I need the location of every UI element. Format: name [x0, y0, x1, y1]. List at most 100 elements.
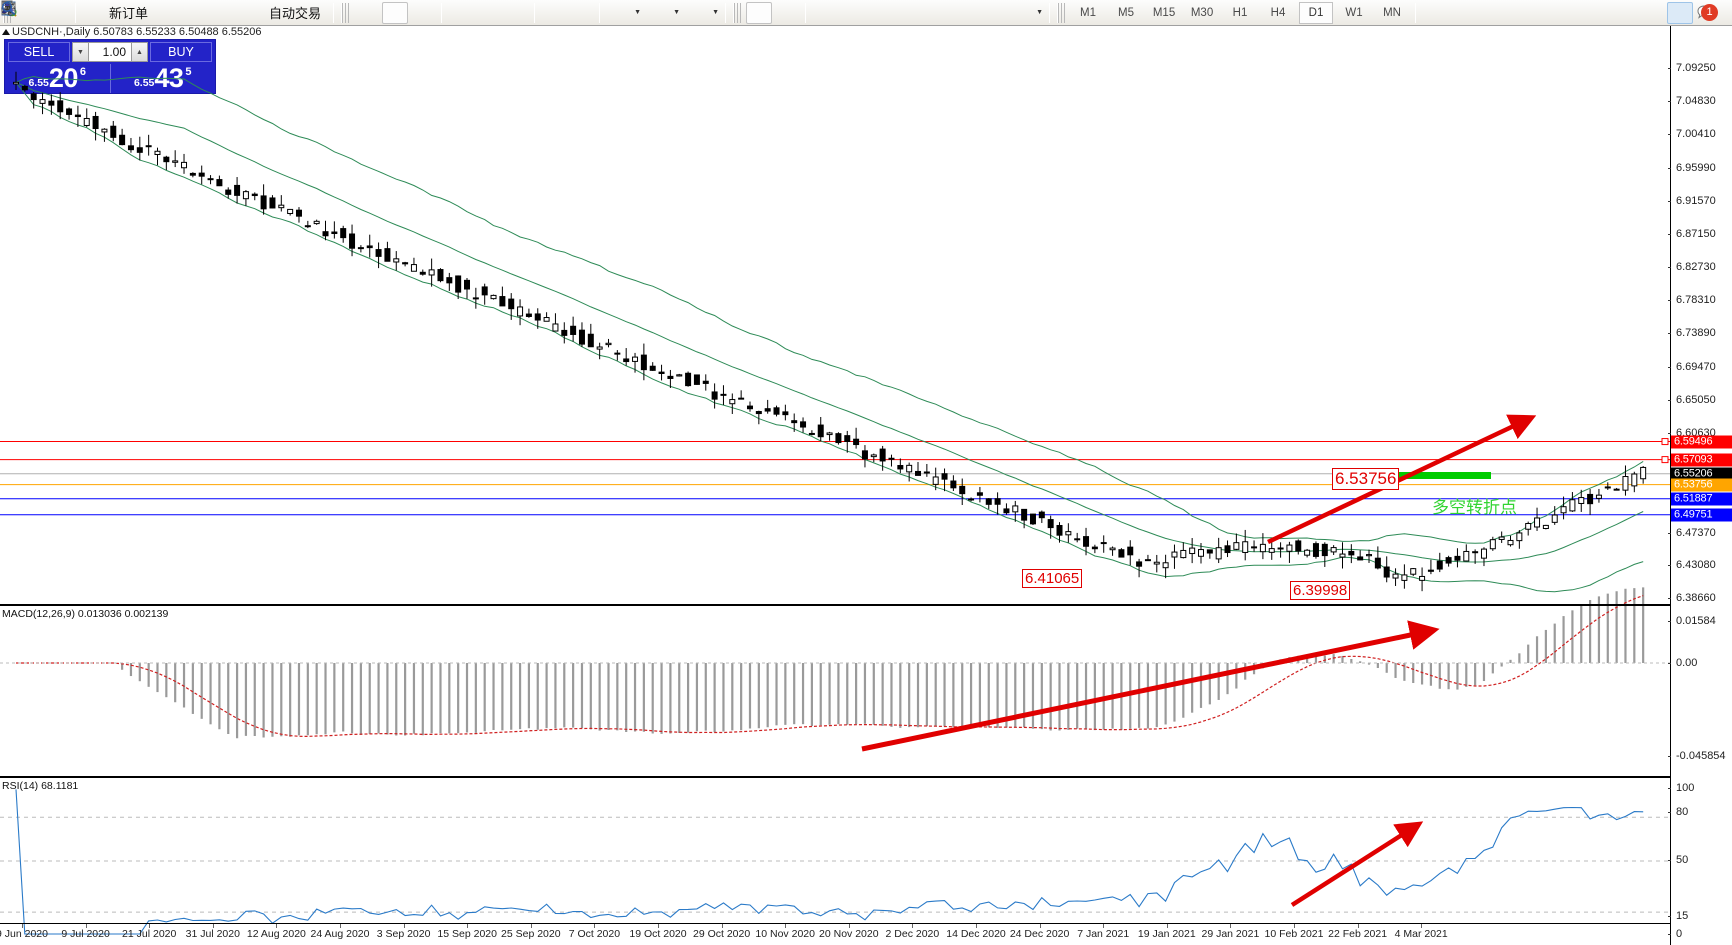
- annotation-turning-point[interactable]: 多空转折点: [1432, 498, 1517, 518]
- candle-body: [1268, 548, 1275, 553]
- annotation-low-2[interactable]: 6.39998: [1290, 581, 1351, 600]
- timeframe-mn[interactable]: MN: [1383, 6, 1401, 19]
- trendline-icon[interactable]: [2, 2, 893, 24]
- toolbar-grip-2[interactable]: [341, 2, 351, 23]
- candle-body: [357, 247, 364, 250]
- timeframe-h4[interactable]: H4: [1270, 6, 1286, 19]
- collapse-triangle-icon[interactable]: [2, 29, 10, 35]
- price-axis[interactable]: 7.09250 7.04830 7.00410 6.95990 6.91570 6.871…: [1668, 26, 1732, 945]
- cursor-icon[interactable]: [5, 1, 773, 24]
- candle-body: [561, 329, 568, 336]
- toolbar-separator-4: [534, 2, 536, 23]
- volume-decrease-button[interactable]: ▼: [72, 42, 89, 62]
- timeframe-h1[interactable]: H1: [1232, 6, 1248, 19]
- green-zone-marker[interactable]: [1398, 472, 1491, 479]
- strategy-tester-icon[interactable]: [1, 2, 183, 24]
- price-tick: [1668, 333, 1671, 335]
- candle-body: [782, 411, 789, 416]
- notifications-icon[interactable]: 1: [1695, 2, 1725, 24]
- search-icon[interactable]: [1, 1, 1693, 24]
- candle-body: [702, 380, 709, 384]
- indicators-icon[interactable]: [1, 1, 631, 24]
- text-label-icon[interactable]: T: [2, 2, 1005, 24]
- crosshair-icon[interactable]: [2, 2, 800, 24]
- timeframe-m5[interactable]: M5: [1118, 6, 1135, 19]
- candle-body: [755, 411, 762, 415]
- candle-body: [800, 421, 807, 428]
- data-window-icon[interactable]: [2, 1, 211, 24]
- text-icon[interactable]: A: [4, 1, 977, 24]
- vertical-line-icon[interactable]: [7, 2, 837, 24]
- rsi-tick-label: 50: [1676, 854, 1689, 866]
- buy-button[interactable]: BUY: [150, 42, 212, 62]
- candle-body: [1569, 499, 1576, 512]
- candle-body: [888, 457, 895, 460]
- macd-trend-arrow[interactable]: [861, 620, 1440, 752]
- terminal-icon[interactable]: [1, 1, 42, 24]
- toolbar-grip-3[interactable]: [733, 2, 743, 23]
- candle-body: [915, 470, 922, 476]
- price-level-tag[interactable]: 6.59496: [1671, 435, 1732, 449]
- date-tick-label: 31 Jul 2020: [185, 928, 240, 940]
- timeframe-m30[interactable]: M30: [1190, 6, 1214, 19]
- ask-price[interactable]: 6.55 43 5: [111, 64, 216, 93]
- chart-shift-icon[interactable]: [2, 2, 566, 24]
- templates-icon[interactable]: [1, 2, 709, 24]
- bid-price[interactable]: 6.55 20 6: [5, 64, 111, 93]
- timeframe-m15[interactable]: M15: [1152, 6, 1176, 19]
- auto-trading-icon[interactable]: [2, 2, 267, 24]
- price-level-tag[interactable]: 6.55206: [1671, 467, 1732, 481]
- line-chart-icon[interactable]: [2, 2, 436, 24]
- candle-body: [649, 365, 656, 371]
- price-line-handle[interactable]: [1661, 438, 1669, 446]
- one-click-trading-panel[interactable]: SELL ▼ 1.00 ▲ BUY 6.55 20 6 6.55 43 5: [4, 39, 216, 94]
- volume-increase-button[interactable]: ▲: [131, 42, 148, 62]
- sell-button[interactable]: SELL: [8, 42, 70, 62]
- toolbar-grip-4[interactable]: [1057, 2, 1067, 23]
- candlestick-chart-icon[interactable]: [2, 1, 409, 24]
- templates-dropdown-arrow[interactable]: ▼: [712, 9, 719, 16]
- price-line-handle[interactable]: [1661, 456, 1669, 464]
- annotation-low-1[interactable]: 6.41065: [1022, 569, 1083, 588]
- volume-stepper[interactable]: ▼ 1.00 ▲: [72, 42, 148, 62]
- auto-scroll-icon[interactable]: [2, 2, 594, 24]
- toolbar-right-group: 1: [1, 1, 1732, 24]
- horizontal-line-icon[interactable]: [2, 2, 865, 24]
- arrows-icon[interactable]: [2, 2, 1033, 24]
- tile-windows-icon[interactable]: [1, 2, 529, 24]
- period-dropdown-arrow[interactable]: ▼: [673, 9, 680, 16]
- time-axis[interactable]: 9 Jun 2020 9 Jul 2020 21 Jul 2020 31 Jul 20…: [0, 923, 1670, 945]
- fibonacci-icon[interactable]: F: [2, 2, 949, 24]
- timeframe-d1[interactable]: D1: [1299, 1, 1334, 24]
- candle-body: [994, 498, 1001, 505]
- timeframe-m1[interactable]: M1: [1080, 6, 1097, 19]
- price-tick-label: 7.04830: [1676, 95, 1716, 108]
- chart-area[interactable]: USDCNH·,Daily 6.50783 6.55233 6.50488 6.…: [0, 26, 1732, 945]
- price-level-tag[interactable]: 6.57093: [1671, 453, 1732, 467]
- annotation-pivot[interactable]: 6.53756: [1332, 468, 1400, 490]
- zoom-out-icon[interactable]: [1, 1, 501, 24]
- new-order-label[interactable]: 新订单: [109, 6, 149, 21]
- market-watch-icon[interactable]: [1, 1, 70, 24]
- timeframe-w1[interactable]: W1: [1345, 6, 1363, 19]
- zoom-in-icon[interactable]: [1, 1, 473, 24]
- period-clock-icon[interactable]: [1, 1, 670, 24]
- volume-input[interactable]: 1.00: [89, 42, 131, 62]
- bar-chart-icon[interactable]: [2, 2, 380, 24]
- arrows-dropdown-arrow[interactable]: ▼: [1036, 9, 1043, 16]
- candle-body: [1100, 542, 1107, 545]
- price-level-tag[interactable]: 6.51887: [1671, 492, 1732, 506]
- signals-icon[interactable]: [1, 1, 239, 24]
- indicators-dropdown-arrow[interactable]: ▼: [634, 9, 641, 16]
- new-order-icon[interactable]: [1, 0, 107, 24]
- rsi-trend-arrow[interactable]: [1290, 821, 1424, 907]
- price-level-tag[interactable]: 6.49751: [1671, 508, 1732, 522]
- toolbar-separator: [75, 2, 76, 23]
- candle-body: [764, 408, 771, 412]
- auto-trading-label[interactable]: 自动交易: [269, 6, 322, 21]
- candle-body: [1445, 557, 1452, 564]
- candle-body: [1436, 560, 1443, 570]
- rsi-tick-label: 80: [1676, 806, 1689, 818]
- equidistant-channel-icon[interactable]: E: [1, 1, 921, 24]
- price-level-tag[interactable]: 6.53756: [1671, 478, 1732, 492]
